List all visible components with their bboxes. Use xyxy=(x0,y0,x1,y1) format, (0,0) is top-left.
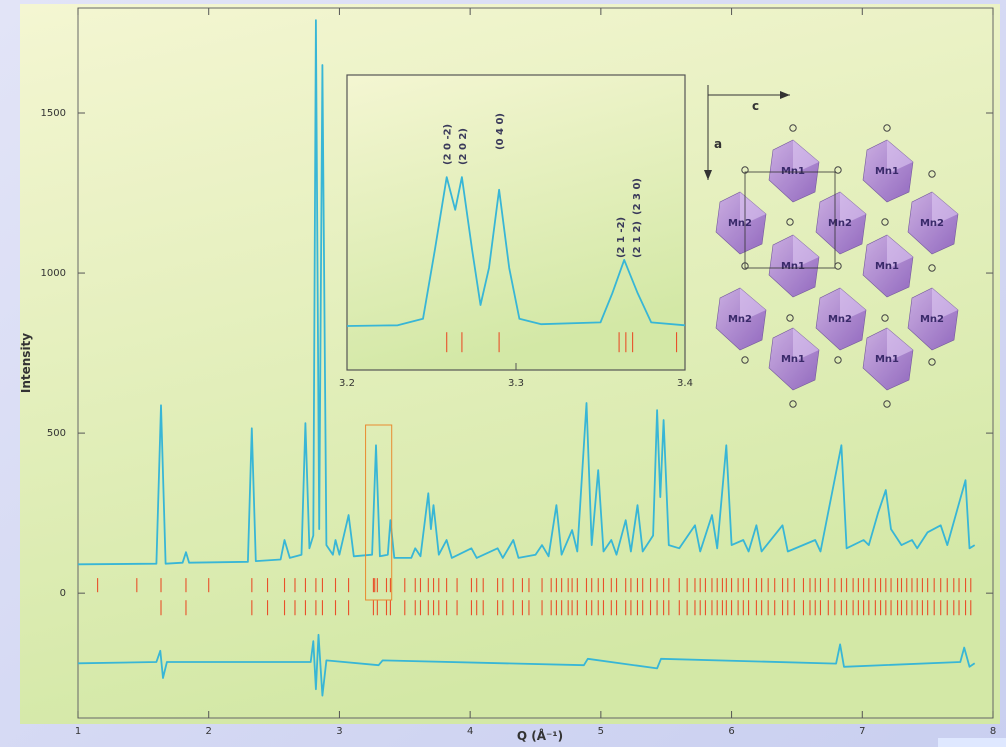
atom xyxy=(741,262,749,270)
x-tick-label: 1 xyxy=(75,726,81,737)
atom xyxy=(789,400,797,408)
x-tick-label: 3.4 xyxy=(677,378,693,389)
atom xyxy=(928,170,936,178)
x-tick-label: 2 xyxy=(206,726,212,737)
atom xyxy=(834,262,842,270)
atom xyxy=(928,264,936,272)
unit-cell xyxy=(744,171,836,269)
x-tick-label: 7 xyxy=(859,726,865,737)
octahedron-face xyxy=(793,140,819,174)
atom-label: Mn1 xyxy=(875,261,899,272)
x-tick-label: 5 xyxy=(598,726,604,737)
peak-label: (2 3 0) xyxy=(632,178,643,215)
atom xyxy=(883,400,891,408)
zoom-box xyxy=(365,424,393,601)
peak-label: (2 1 -2) xyxy=(616,217,627,258)
atom xyxy=(786,314,794,322)
atom-label: Mn2 xyxy=(728,218,752,229)
atom-label: Mn1 xyxy=(781,166,805,177)
octahedron-face xyxy=(887,328,913,362)
atom-label: Mn1 xyxy=(781,354,805,365)
atom xyxy=(741,166,749,174)
axes-frame xyxy=(77,7,994,719)
peak-label: (0 4 0) xyxy=(495,113,506,150)
atom xyxy=(741,356,749,364)
y-tick-label: 0 xyxy=(60,588,66,599)
x-tick-label: 3 xyxy=(336,726,342,737)
octahedron-face xyxy=(840,192,866,226)
atom xyxy=(883,124,891,132)
atom-label: Mn2 xyxy=(828,314,852,325)
x-tick-label: 3.3 xyxy=(508,378,524,389)
peak-label: (2 0 2) xyxy=(458,128,469,165)
atom xyxy=(834,356,842,364)
atom-label: Mn1 xyxy=(875,354,899,365)
y-tick-label: 1000 xyxy=(41,268,66,279)
data-line xyxy=(346,176,686,327)
y-tick-label: 1500 xyxy=(41,108,66,119)
atom xyxy=(928,358,936,366)
y-axis-label: Intensity xyxy=(19,333,33,393)
x-tick-label: 8 xyxy=(990,726,996,737)
octahedron-face xyxy=(793,328,819,362)
data-line xyxy=(77,633,976,697)
arrow-head xyxy=(780,91,790,99)
octahedron-face xyxy=(740,192,766,226)
x-tick-label: 3.2 xyxy=(339,378,355,389)
inset-frame xyxy=(346,74,686,371)
data-line xyxy=(77,19,976,566)
arrow-head xyxy=(704,170,712,180)
octahedron-face xyxy=(932,192,958,226)
atom-label: Mn2 xyxy=(728,314,752,325)
octahedron-face xyxy=(740,288,766,322)
atom-label: Mn2 xyxy=(920,218,944,229)
x-tick-label: 4 xyxy=(467,726,473,737)
atom-label: Mn2 xyxy=(828,218,852,229)
structure-diagram: c a Mn1 Mn1 Mn2 Mn2 Mn2 Mn1 Mn1 Mn2 Mn2 Mn2 Mn1 Mn1 xyxy=(704,85,959,408)
atom-label: Mn1 xyxy=(781,261,805,272)
peak-label: (2 0 -2) xyxy=(443,124,454,165)
axis-label: a xyxy=(714,137,722,151)
main-plot: 1 2 3 4 5 6 7 8 0 500 1000 1500 xyxy=(41,7,996,737)
octahedron-face xyxy=(932,288,958,322)
x-axis-label: Q (Å⁻¹) xyxy=(517,728,563,743)
inset-plot: 3.2 3.3 3.4 (2 0 -2) (2 0 2) (0 4 0) (2 1 -2) (… xyxy=(339,113,693,389)
corner-tab xyxy=(938,738,1006,747)
y-tick-label: 500 xyxy=(47,428,66,439)
axis-label: c xyxy=(752,99,759,113)
atom xyxy=(881,218,889,226)
atom xyxy=(881,314,889,322)
octahedron-face xyxy=(793,235,819,269)
atom-label: Mn1 xyxy=(875,166,899,177)
atom xyxy=(786,218,794,226)
peak-label: (2 1 2) xyxy=(632,221,643,258)
octahedron-face xyxy=(887,140,913,174)
octahedron-face xyxy=(887,235,913,269)
atom xyxy=(834,166,842,174)
x-tick-label: 6 xyxy=(728,726,734,737)
atom-label: Mn2 xyxy=(920,314,944,325)
octahedron-face xyxy=(840,288,866,322)
atom xyxy=(789,124,797,132)
